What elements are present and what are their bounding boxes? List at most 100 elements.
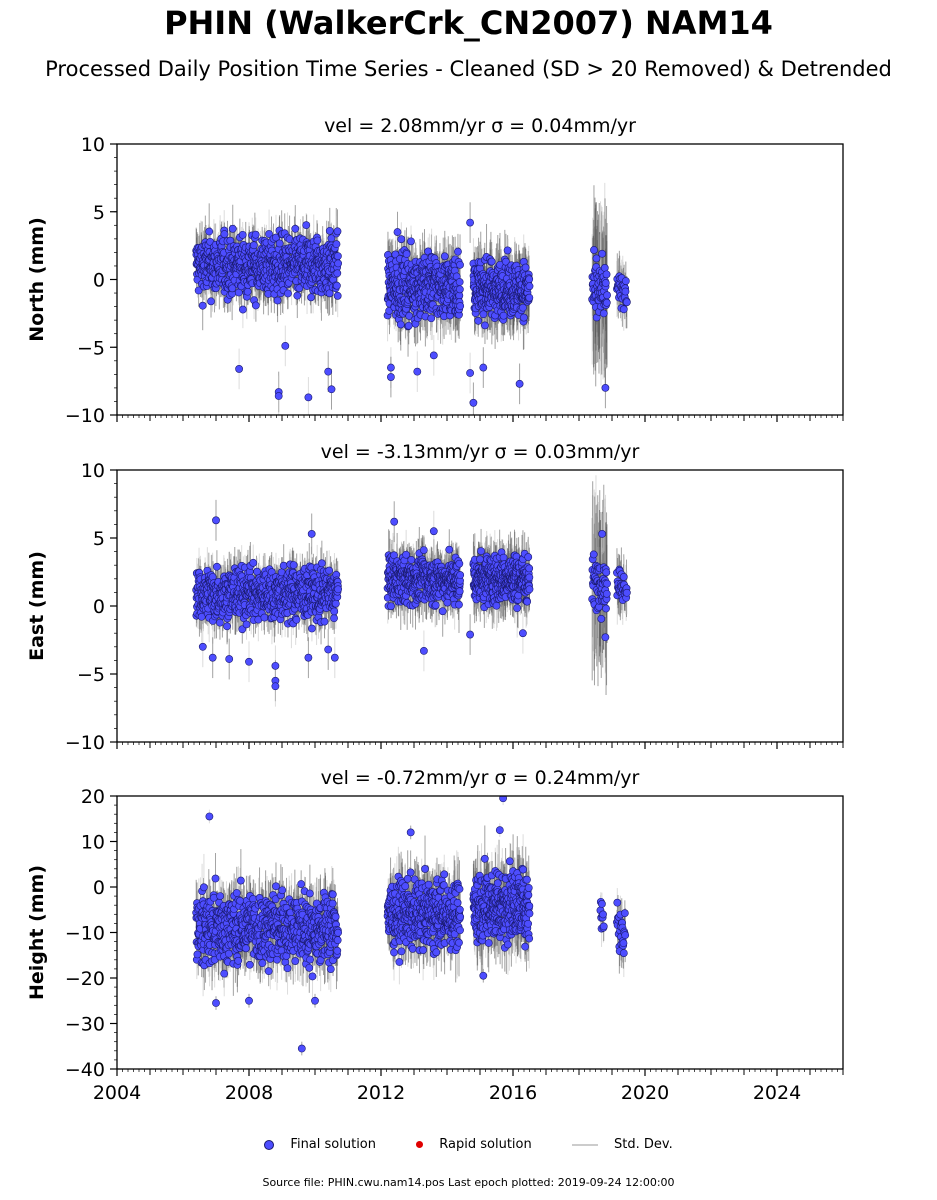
time-series-chart: −10 −5 0 5 10 vel = 2.08mm/yr σ = 0.04mm/yr No… [26,115,844,1104]
sub-title: Processed Daily Position Time Series - C… [45,57,892,81]
data-point [622,298,631,307]
data-point [291,224,300,233]
data-point [325,226,334,235]
data-point [592,254,601,263]
data-point [275,239,284,248]
y-tick-label: −5 [77,337,105,359]
data-point [525,293,534,302]
data-point [405,312,414,320]
data-point [466,218,474,227]
data-point [621,287,630,296]
data-point [238,305,247,314]
data-point [334,259,342,268]
data-point [440,252,449,261]
data-point [621,277,630,285]
data-point [235,365,243,373]
data-point [205,227,214,236]
data-point [503,246,512,255]
data-point [198,301,207,310]
data-point [251,301,260,310]
data-point [413,367,422,376]
data-point [228,224,237,233]
data-point [281,341,290,350]
data-point [525,282,534,291]
y-tick-label: 10 [81,134,105,156]
data-point [515,379,524,388]
panel-title: vel = 2.08mm/yr σ = 0.04mm/yr [324,115,636,137]
data-point [304,393,313,402]
data-point [265,230,273,238]
data-point [602,298,611,307]
data-point [455,285,464,294]
data-point [302,221,311,230]
data-point [327,385,336,394]
data-point [487,257,496,266]
data-point [274,392,283,400]
data-point [404,321,413,330]
data-point [333,252,342,261]
data-point [466,369,474,377]
data-point [499,311,508,320]
data-point [603,291,611,300]
data-point [332,281,341,290]
data-point [479,363,488,372]
y-tick-label: 0 [93,270,105,292]
data-point [197,612,206,621]
data-point [600,264,609,272]
data-point [333,291,342,300]
data-point [599,309,608,318]
data-point [295,284,304,293]
data-point [333,269,342,278]
data-point [332,240,341,249]
data-point [427,314,436,323]
data-point [228,284,237,293]
data-point [324,367,333,376]
data-point [293,291,302,300]
data-point [238,230,247,239]
data-point [220,230,229,238]
y-axis-label: North (mm) [26,217,48,342]
data-point [619,305,628,314]
data-point [273,296,282,305]
panel-1-data [192,475,631,707]
data-point [474,316,483,325]
panel-0-data [192,182,631,415]
data-point [454,247,462,256]
data-point [601,383,610,392]
data-point [601,279,610,287]
data-point [207,297,215,306]
data-point [243,287,252,296]
data-point [313,236,322,245]
data-point [456,260,464,269]
data-point [602,270,611,279]
data-point [456,302,465,310]
main-title: PHIN (WalkerCrk_CN2007) NAM14 [164,4,773,42]
data-point [325,289,334,298]
data-point [590,246,598,254]
data-point [402,250,411,258]
data-point [455,278,464,286]
data-point [519,303,527,312]
y-tick-label: 5 [93,202,105,224]
data-point [249,241,258,250]
data-point [479,310,488,319]
data-point [469,398,478,407]
data-point [521,263,530,272]
data-point [386,373,395,381]
data-point [333,227,342,236]
data-point [481,321,489,330]
data-point [519,313,528,322]
data-point [251,230,260,239]
data-point [327,234,336,243]
y-tick-label: −10 [65,405,105,427]
data-point [386,363,395,372]
data-point [284,289,292,298]
data-point [397,235,406,244]
data-point [307,293,316,302]
data-point [407,237,415,246]
data-point [429,351,438,360]
data-point [396,320,405,329]
data-point [525,275,534,284]
data-point [393,228,402,236]
data-point [598,249,606,258]
